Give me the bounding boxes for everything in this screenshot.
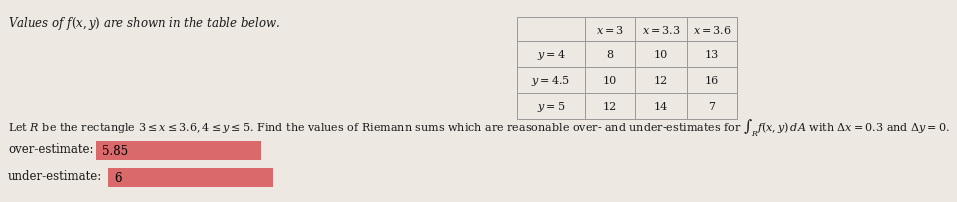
Bar — [96, 141, 261, 160]
Text: under-estimate:: under-estimate: — [8, 169, 102, 182]
Text: 10: 10 — [654, 50, 668, 60]
Text: 16: 16 — [705, 76, 719, 86]
Text: $x = 3$: $x = 3$ — [596, 24, 624, 36]
Text: 12: 12 — [603, 101, 617, 112]
Text: over-estimate:: over-estimate: — [8, 142, 94, 155]
Text: 7: 7 — [708, 101, 716, 112]
Text: 10: 10 — [603, 76, 617, 86]
Text: $y = 4$: $y = 4$ — [537, 48, 566, 62]
Text: 13: 13 — [705, 50, 719, 60]
Text: $x = 3.3$: $x = 3.3$ — [641, 24, 680, 36]
Text: 6: 6 — [114, 171, 122, 184]
Text: 14: 14 — [654, 101, 668, 112]
Text: Values of $f(x, y)$ are shown in the table below.: Values of $f(x, y)$ are shown in the tab… — [8, 15, 280, 32]
Text: 5.85: 5.85 — [102, 144, 128, 157]
Text: $y = 5$: $y = 5$ — [537, 100, 566, 114]
Text: Let $R$ be the rectangle $3 \leq x \leq 3.6, 4 \leq y \leq 5$. Find the values o: Let $R$ be the rectangle $3 \leq x \leq … — [8, 117, 950, 139]
Text: $y = 4.5$: $y = 4.5$ — [531, 74, 570, 87]
Bar — [108, 168, 273, 187]
Text: 8: 8 — [607, 50, 613, 60]
Bar — [517, 18, 737, 119]
Text: 12: 12 — [654, 76, 668, 86]
Text: $x = 3.6$: $x = 3.6$ — [693, 24, 731, 36]
